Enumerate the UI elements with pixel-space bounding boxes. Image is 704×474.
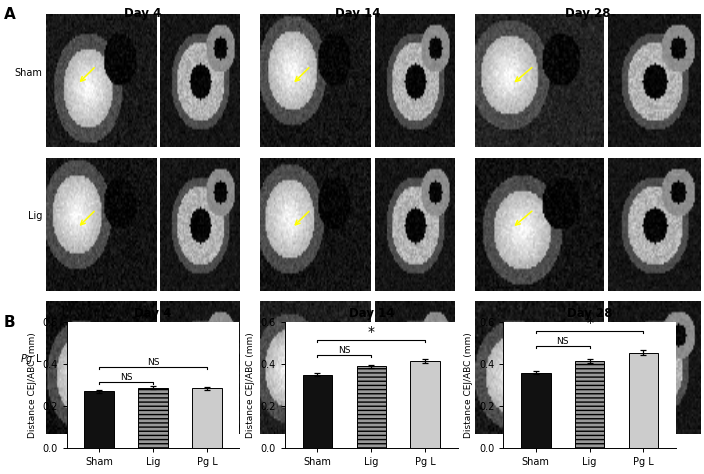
Text: Day 28: Day 28 <box>565 7 610 20</box>
Text: Lig: Lig <box>28 211 42 221</box>
Text: Day 14: Day 14 <box>334 7 380 20</box>
Title: Day 28: Day 28 <box>567 307 612 320</box>
Title: Day 14: Day 14 <box>348 307 394 320</box>
Bar <box>574 361 605 448</box>
Text: *: * <box>586 317 593 330</box>
Bar <box>629 353 658 448</box>
Bar <box>192 388 222 448</box>
Text: Day 4: Day 4 <box>124 7 161 20</box>
Text: $\it{Pg}$ L: $\it{Pg}$ L <box>20 352 42 366</box>
Text: NS: NS <box>147 358 159 367</box>
Bar <box>84 392 114 448</box>
Title: Day 4: Day 4 <box>134 307 172 320</box>
Text: NS: NS <box>556 337 569 346</box>
Y-axis label: Distance CEJ/ABC (mm): Distance CEJ/ABC (mm) <box>246 332 255 438</box>
Y-axis label: Distance CEJ/ABC (mm): Distance CEJ/ABC (mm) <box>465 332 473 438</box>
Text: B: B <box>4 315 15 330</box>
Text: Sham: Sham <box>14 68 42 78</box>
Text: A: A <box>4 7 15 22</box>
Text: NS: NS <box>120 373 132 382</box>
Bar <box>138 388 168 448</box>
Y-axis label: Distance CEJ/ABC (mm): Distance CEJ/ABC (mm) <box>28 332 37 438</box>
Text: *: * <box>368 326 375 339</box>
Bar <box>521 373 551 448</box>
Bar <box>410 361 440 448</box>
Bar <box>303 374 332 448</box>
Bar <box>356 366 386 448</box>
Text: NS: NS <box>338 346 351 355</box>
